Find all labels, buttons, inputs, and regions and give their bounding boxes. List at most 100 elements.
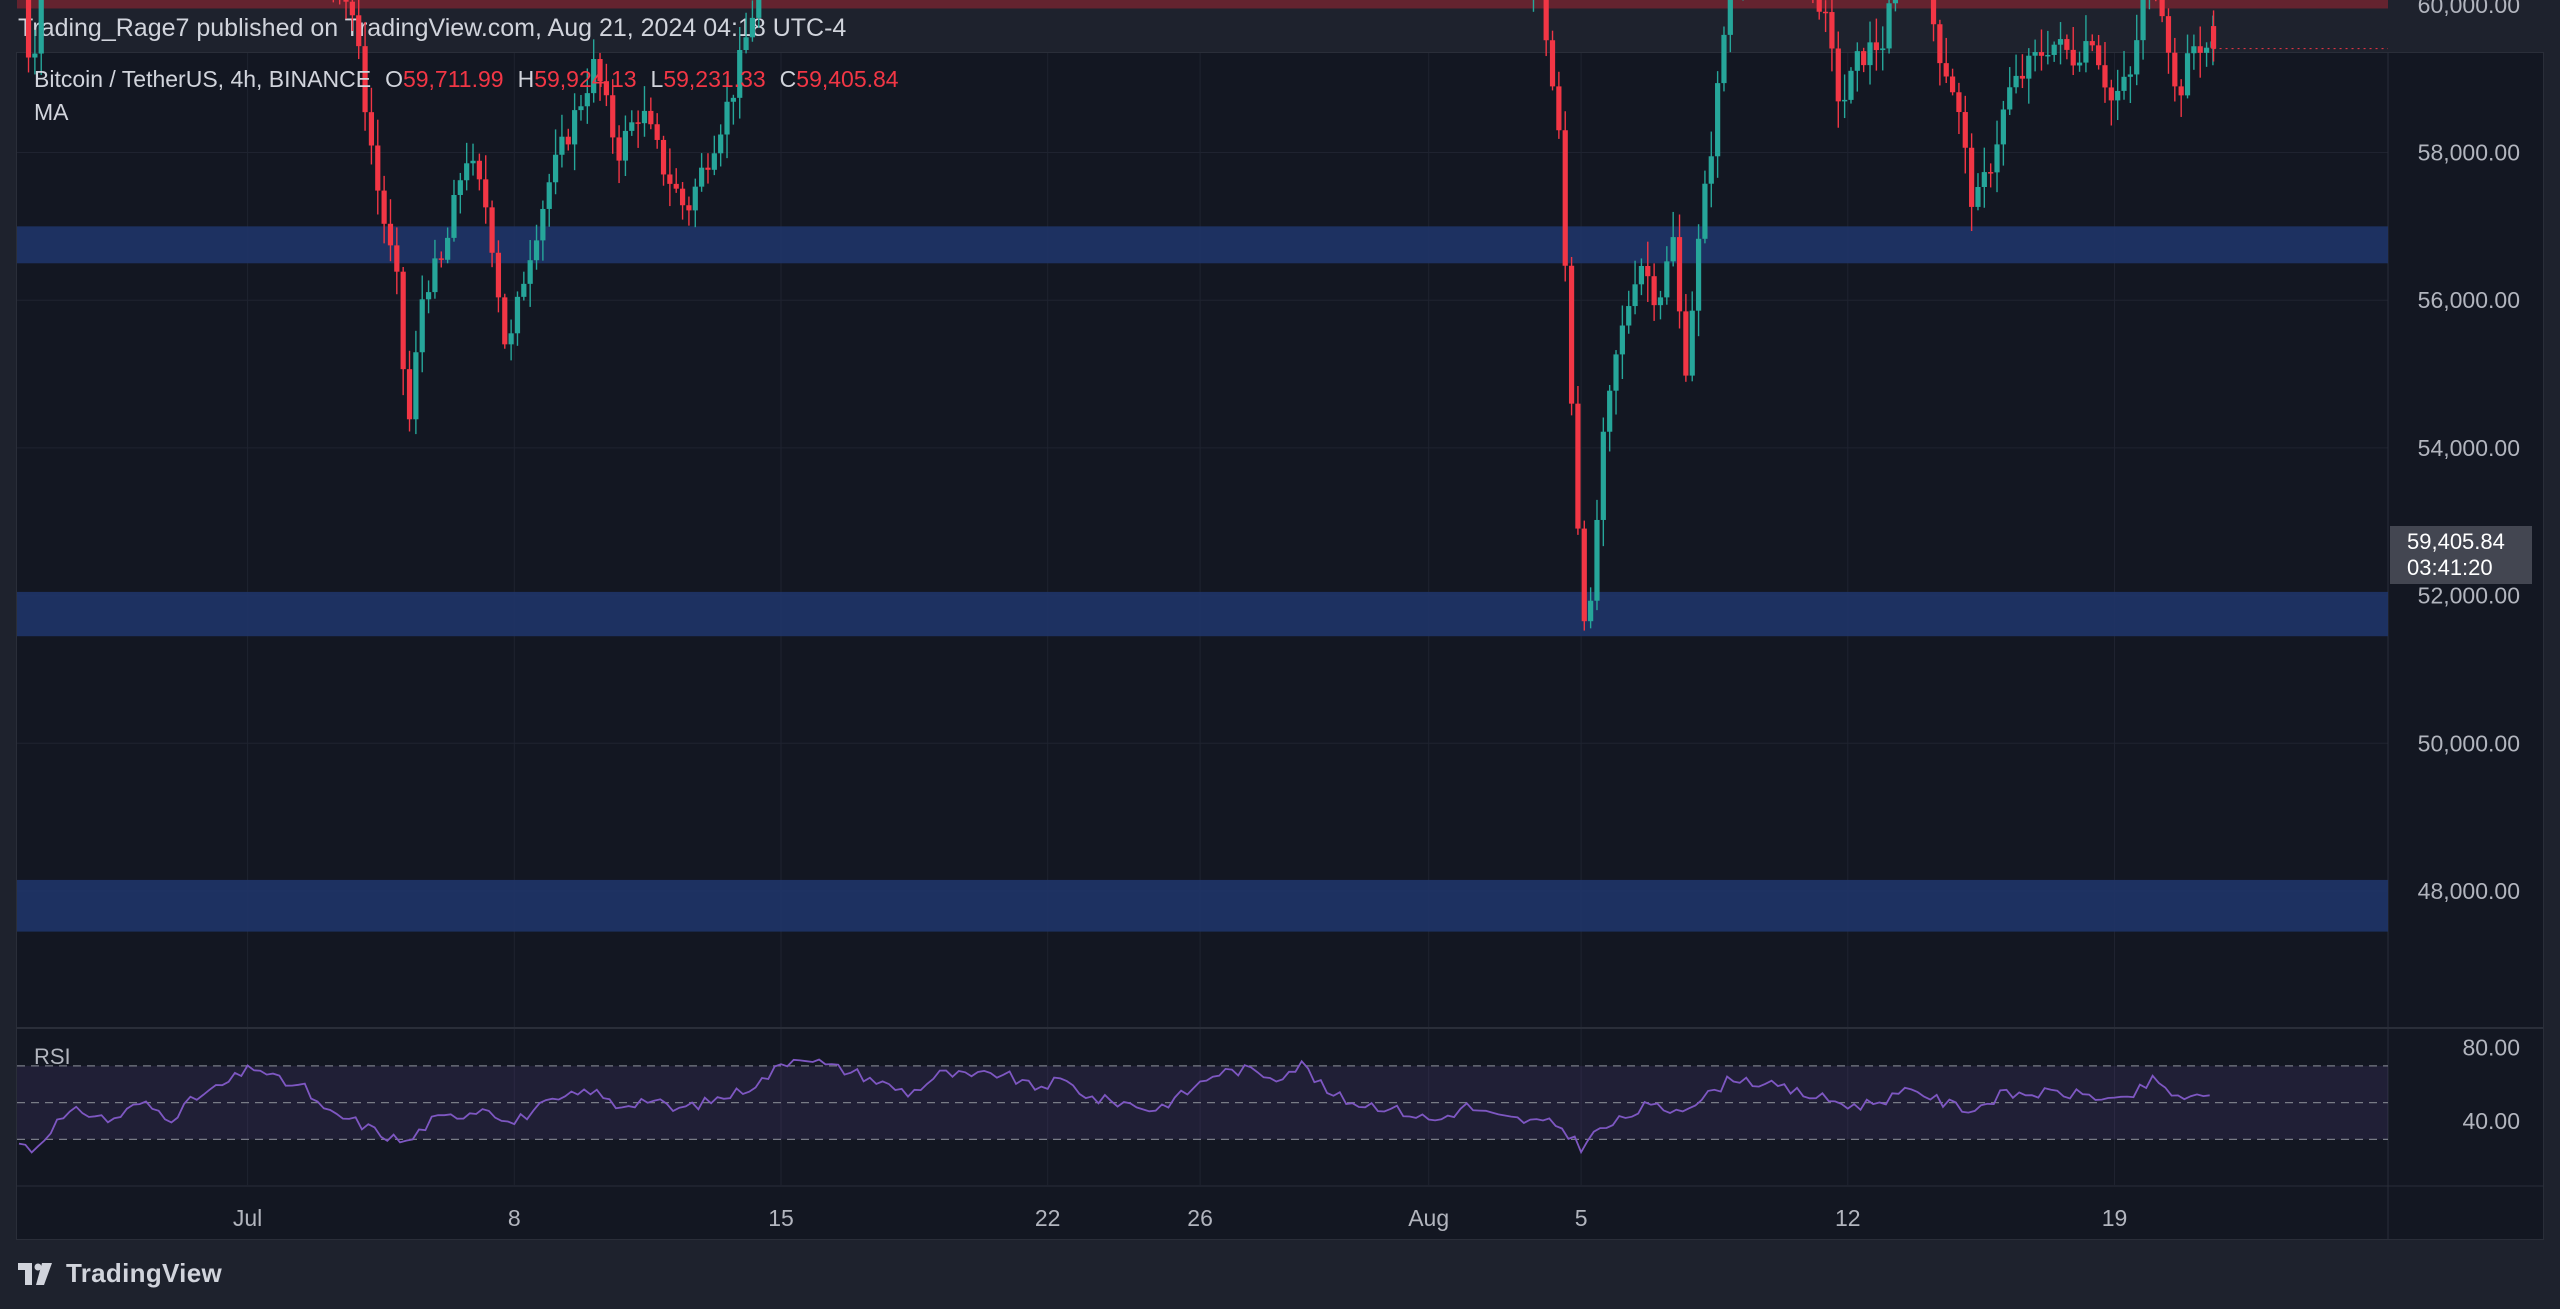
candle-body [2019, 75, 2026, 79]
candle-body [565, 136, 571, 145]
candle-body [2191, 46, 2197, 54]
candle-body [38, 0, 44, 54]
candle-body [1619, 325, 1625, 355]
candle-body [2115, 90, 2121, 101]
candle-body [406, 369, 413, 420]
time-axis-label: 15 [768, 1205, 794, 1231]
last-price-tag: 59,405.84 03:41:20 [2390, 526, 2532, 584]
candle-body [1886, 3, 1892, 49]
candle-body [1822, 11, 1829, 14]
candle-body [1930, 0, 1937, 25]
tradingview-brand: TradingView [66, 1258, 222, 1288]
candle-body [1842, 99, 1848, 102]
candle-body [533, 240, 540, 261]
candle-body [1981, 172, 1987, 188]
candle-body [2045, 54, 2051, 57]
candle-body [1854, 51, 1860, 71]
high-label: H [517, 66, 535, 92]
candle-body [1568, 265, 1575, 404]
time-axis-label: 8 [508, 1205, 521, 1231]
time-axis-label: Aug [1408, 1205, 1449, 1231]
candle-body [1575, 403, 1581, 529]
time-axis-label: 19 [2102, 1205, 2128, 1231]
candle-body [2000, 109, 2006, 145]
support-zone [17, 226, 2388, 264]
candle-body [438, 258, 444, 260]
candle-body [2121, 76, 2127, 91]
candle-body [743, 37, 749, 50]
candle-body [2096, 45, 2102, 66]
candle-body [1581, 528, 1587, 622]
candle-body [692, 186, 698, 211]
candle-body [470, 160, 476, 164]
time-axis-label: 26 [1187, 1205, 1213, 1231]
time-axis-label: 12 [1835, 1205, 1861, 1231]
candle-body [1676, 237, 1683, 312]
price-axis-label: 58,000.00 [2418, 140, 2520, 166]
candle-body [32, 53, 38, 58]
ma-indicator-label[interactable]: MA [34, 99, 69, 125]
time-axis-label: 22 [1035, 1205, 1061, 1231]
candle-body [387, 223, 394, 246]
low-label: L [650, 66, 664, 92]
candle-body [2007, 87, 2013, 110]
candle-body [1638, 266, 1645, 285]
candle-body [724, 101, 730, 135]
symbol-label[interactable]: Bitcoin / TetherUS, 4h, BINANCE [34, 66, 372, 92]
candle-body [705, 167, 711, 170]
candle-body [2013, 75, 2019, 88]
candle-body [1556, 86, 1562, 131]
candle-body [1949, 76, 1956, 93]
candle-body [591, 59, 597, 94]
candle-body [1613, 354, 1619, 391]
candle-body [1632, 284, 1638, 307]
candle-body [425, 292, 432, 300]
tradingview-logo[interactable]: TradingView [18, 1258, 222, 1289]
candle-body [349, 1, 355, 16]
chart-legend[interactable]: Bitcoin / TetherUS, 4h, BINANCE O 59,711.… [34, 66, 899, 93]
candle-body [1607, 390, 1613, 432]
candle-body [2159, 0, 2165, 17]
candle-body [1937, 24, 1943, 64]
time-axis-label: 5 [1575, 1205, 1588, 1231]
candle-body [1651, 276, 1657, 306]
candle-body [1969, 147, 1975, 207]
close-label: C [779, 66, 797, 92]
candle-body [718, 134, 724, 154]
candle-body [368, 112, 375, 146]
candle-body [552, 154, 559, 183]
candle-body [2032, 52, 2038, 56]
close-value: 59,405.84 [796, 66, 899, 92]
bar-countdown: 03:41:20 [2407, 555, 2493, 580]
candle-body [1816, 0, 1822, 12]
candle-body [1645, 266, 1651, 277]
high-value: 59,924.13 [534, 66, 637, 92]
candle-body [1708, 156, 1714, 184]
candle-body [2102, 65, 2108, 88]
candle-body [1562, 130, 1568, 266]
candle-body [1861, 51, 1867, 66]
time-axis-label: Jul [233, 1205, 262, 1231]
publisher-line[interactable]: Trading_Rage7 published on TradingView.c… [18, 14, 847, 42]
low-value: 59,231.33 [663, 66, 766, 92]
candle-body [2178, 86, 2184, 96]
candle-body [419, 299, 425, 353]
price-axis-label: 52,000.00 [2418, 583, 2520, 609]
candle-body [2057, 39, 2064, 45]
candle-body [2172, 52, 2178, 87]
candle-body [2127, 74, 2133, 77]
candle-body [432, 258, 438, 293]
candle-body [400, 271, 406, 370]
candle-body [1994, 144, 2000, 173]
candle-body [699, 167, 705, 187]
candle-body [1721, 34, 1727, 84]
candle-body [1549, 40, 1556, 87]
candle-body [451, 194, 457, 238]
candle-body [654, 124, 660, 140]
candle-body [2184, 53, 2191, 96]
candle-body [660, 139, 667, 175]
candle-body [508, 333, 514, 345]
candle-body [603, 81, 609, 96]
rsi-indicator-label[interactable]: RSI [34, 1044, 71, 1069]
